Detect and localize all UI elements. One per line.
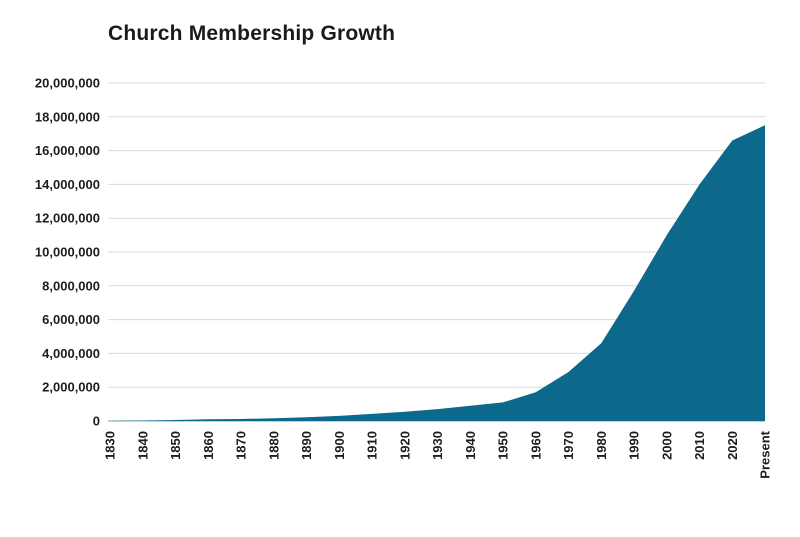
x-axis-tick-label: 1960 <box>528 431 543 460</box>
x-axis-tick-label: 1950 <box>496 431 511 460</box>
y-axis-tick-label: 14,000,000 <box>35 177 100 192</box>
x-axis-tick-label: 1930 <box>430 431 445 460</box>
y-axis-tick-label: 12,000,000 <box>35 211 100 226</box>
x-axis-tick-label: 1840 <box>135 431 150 460</box>
x-axis-tick-label: 1910 <box>365 431 380 460</box>
x-axis-tick-label: 1980 <box>594 431 609 460</box>
y-axis-tick-label: 10,000,000 <box>35 245 100 260</box>
membership-area-series <box>110 125 765 421</box>
x-axis-tick-label: 1860 <box>201 431 216 460</box>
x-axis-tick-label: 1870 <box>234 431 249 460</box>
x-axis-tick-label: 1920 <box>397 431 412 460</box>
y-axis-tick-label: 6,000,000 <box>42 312 100 327</box>
x-axis-tick-label: 1850 <box>168 431 183 460</box>
x-axis-tick-label: 1880 <box>266 431 281 460</box>
y-axis-tick-label: 16,000,000 <box>35 143 100 158</box>
x-axis-tick-label: 1940 <box>463 431 478 460</box>
x-axis-tick-label: Present <box>758 430 773 478</box>
y-axis-tick-label: 0 <box>93 414 100 429</box>
y-axis-tick-label: 4,000,000 <box>42 346 100 361</box>
y-axis-tick-label: 20,000,000 <box>35 76 100 91</box>
x-axis-tick-label: 1990 <box>627 431 642 460</box>
x-axis-tick-label: 1830 <box>103 431 118 460</box>
x-axis-tick-label: 1890 <box>299 431 314 460</box>
x-axis-tick-label: 1970 <box>561 431 576 460</box>
x-axis-tick-label: 2010 <box>692 431 707 460</box>
x-axis-tick-label: 1900 <box>332 431 347 460</box>
x-axis-tick-label: 2020 <box>725 431 740 460</box>
y-axis-tick-label: 8,000,000 <box>42 278 100 293</box>
x-axis-tick-label: 2000 <box>659 431 674 460</box>
chart-title: Church Membership Growth <box>108 22 396 45</box>
y-axis-tick-label: 18,000,000 <box>35 109 100 124</box>
y-axis-tick-label: 2,000,000 <box>42 380 100 395</box>
